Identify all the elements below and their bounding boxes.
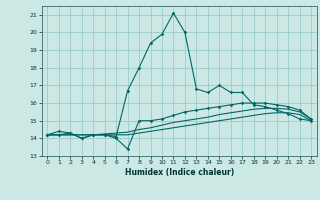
X-axis label: Humidex (Indice chaleur): Humidex (Indice chaleur)	[124, 168, 234, 177]
